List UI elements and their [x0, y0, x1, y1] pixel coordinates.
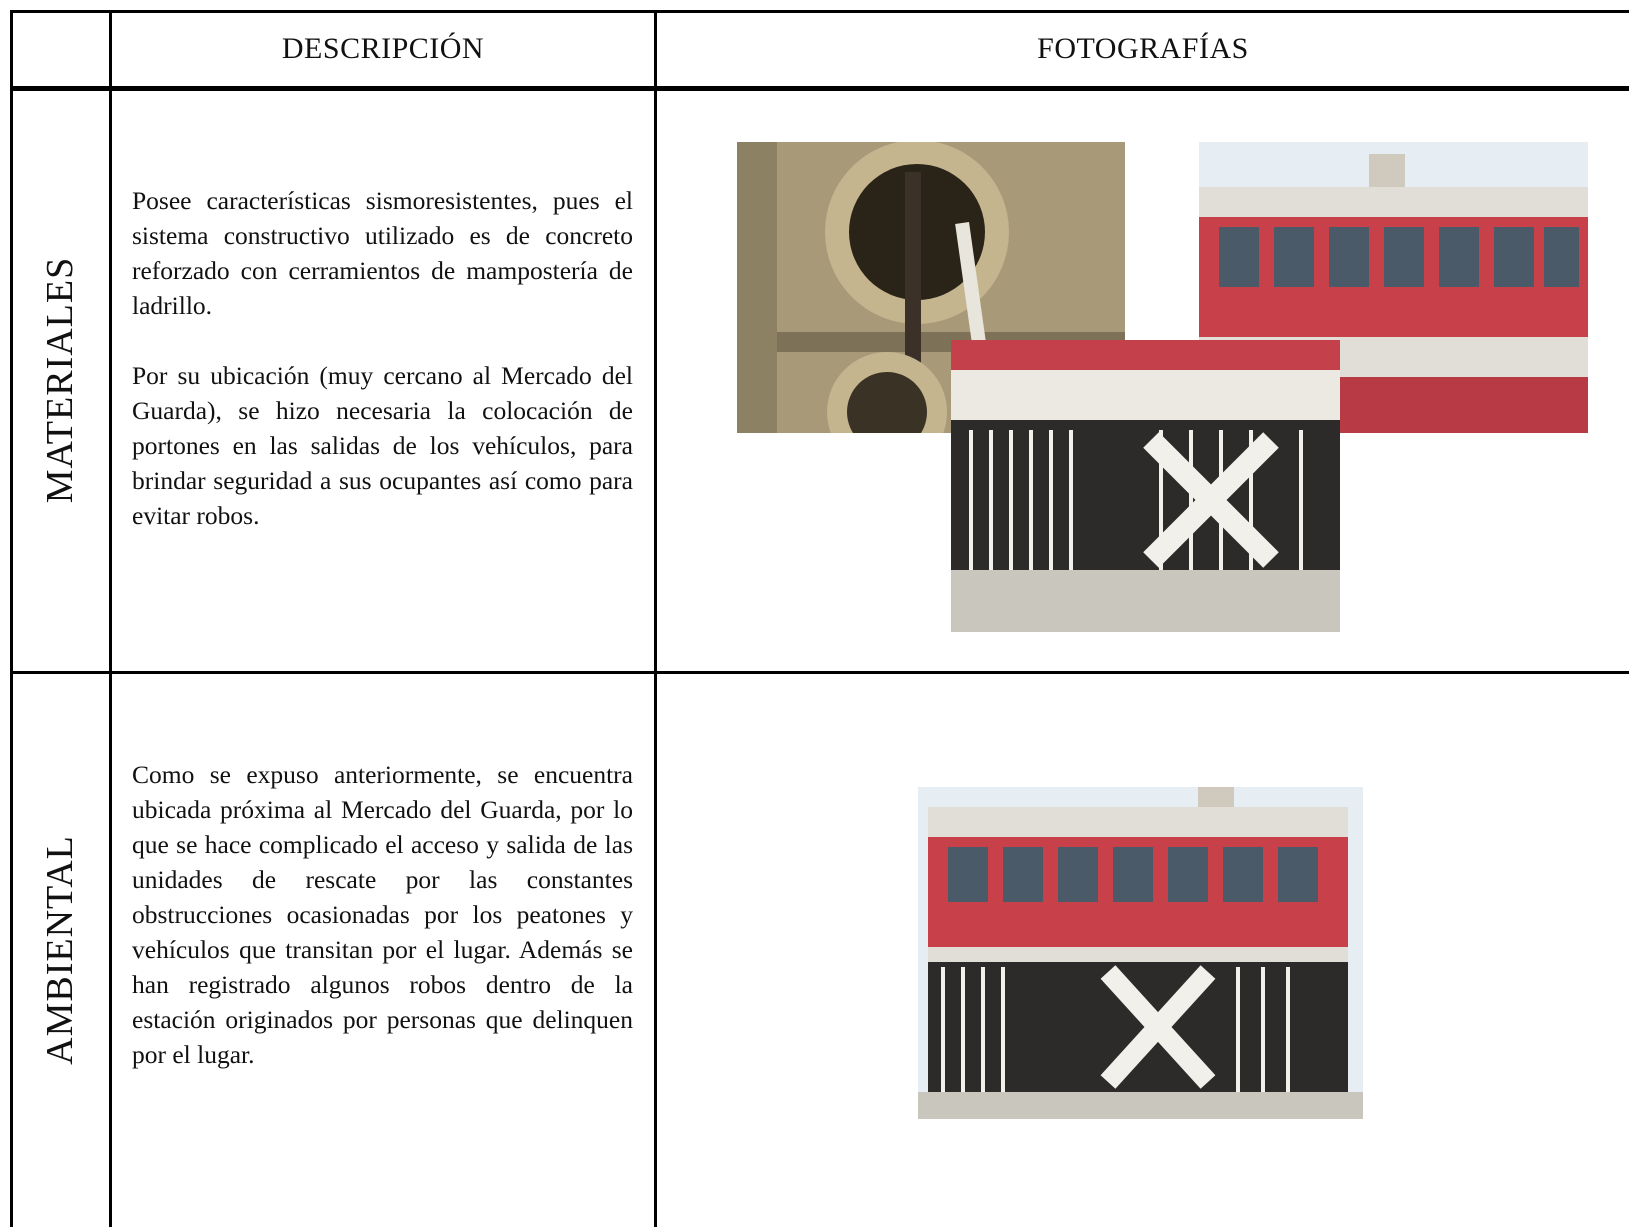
- header-photos: FOTOGRAFÍAS: [1037, 32, 1249, 65]
- photo: [951, 340, 1340, 632]
- description: Como se expuso anteriormente, se encuent…: [132, 757, 633, 1107]
- rule: [10, 10, 1629, 13]
- rule: [10, 10, 13, 88]
- rule: [10, 86, 1629, 91]
- description: Posee características sismoresistentes, …: [132, 183, 633, 568]
- photo: [918, 787, 1363, 1119]
- paragraph: Como se expuso anteriormente, se encuent…: [132, 760, 633, 1069]
- rule: [109, 10, 112, 1227]
- paragraph: Posee características sismoresistentes, …: [132, 186, 633, 320]
- rule: [654, 10, 657, 1227]
- header-description: DESCRIPCIÓN: [281, 32, 485, 65]
- row-label: AMBIENTAL: [39, 835, 81, 1065]
- rule: [10, 88, 13, 1227]
- rule: [10, 671, 1629, 674]
- row-label: MATERIALES: [39, 256, 81, 504]
- paragraph: Por su ubicación (muy cercano al Mercado…: [132, 361, 633, 530]
